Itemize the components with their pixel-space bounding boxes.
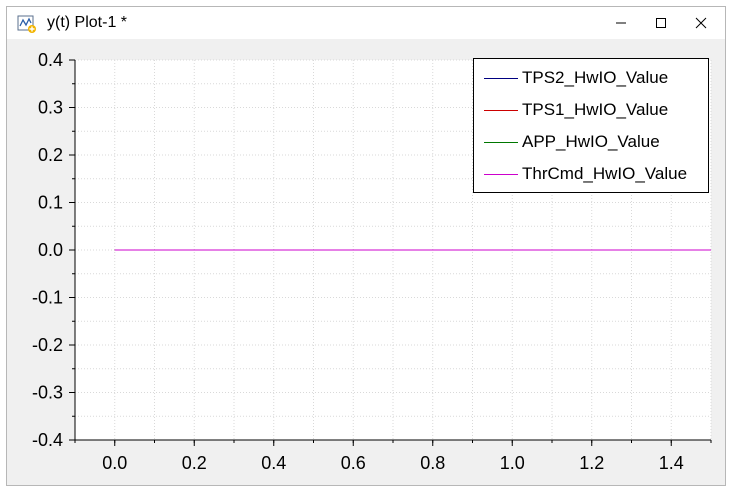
y-tick-label: 0.4: [38, 50, 63, 70]
legend-entry: TPS1_HwIO_Value: [474, 95, 708, 125]
y-tick-label: 0.0: [38, 240, 63, 260]
x-tick-label: 1.4: [659, 453, 684, 473]
x-tick-label: 0.8: [420, 453, 445, 473]
legend-swatch: [484, 174, 518, 175]
minimize-button[interactable]: [601, 7, 641, 39]
y-tick-label: -0.1: [32, 288, 63, 308]
legend-label: ThrCmd_HwIO_Value: [522, 164, 688, 183]
x-tick-label: 1.2: [579, 453, 604, 473]
close-icon: [695, 17, 707, 29]
legend-label: TPS2_HwIO_Value: [522, 68, 669, 87]
maximize-button[interactable]: [641, 7, 681, 39]
plot-area[interactable]: 0.4 0.3 0.2 0.1 0.0 -0.1 -0.2 -0.3 -0.4 0.0 0.2 0.4…: [8, 40, 724, 485]
legend-label: APP_HwIO_Value: [522, 132, 660, 151]
legend-label: TPS1_HwIO_Value: [522, 100, 669, 119]
x-tick-label: 0.2: [182, 453, 207, 473]
y-tick-label: -0.4: [32, 430, 63, 450]
maximize-icon: [656, 18, 666, 28]
minimize-icon: [616, 22, 626, 24]
legend-swatch: [484, 142, 518, 143]
y-tick-label: -0.2: [32, 335, 63, 355]
title-bar[interactable]: y(t) Plot-1 *: [7, 7, 725, 39]
window-title: y(t) Plot-1 *: [47, 14, 128, 31]
x-tick-label: 1.0: [500, 453, 525, 473]
y-tick-label: -0.3: [32, 383, 63, 403]
plot-window: y(t) Plot-1 * 0.4 0.3 0.2 0.1 0.0 -0.1 -0.2 -0.…: [6, 6, 726, 486]
legend-entry: ThrCmd_HwIO_Value: [474, 159, 708, 189]
legend-swatch: [484, 110, 518, 111]
legend-swatch: [484, 78, 518, 79]
y-tick-label: 0.2: [38, 145, 63, 165]
y-tick-label: 0.1: [38, 193, 63, 213]
legend-entry: APP_HwIO_Value: [474, 127, 708, 157]
chart-legend: TPS2_HwIO_Value TPS1_HwIO_Value APP_HwIO…: [473, 58, 709, 193]
plot-app-icon: [17, 14, 37, 34]
legend-entry: TPS2_HwIO_Value: [474, 63, 708, 93]
y-tick-label: 0.3: [38, 98, 63, 118]
close-button[interactable]: [681, 7, 721, 39]
x-tick-label: 0.0: [102, 453, 127, 473]
x-tick-label: 0.4: [261, 453, 286, 473]
x-tick-label: 0.6: [341, 453, 366, 473]
